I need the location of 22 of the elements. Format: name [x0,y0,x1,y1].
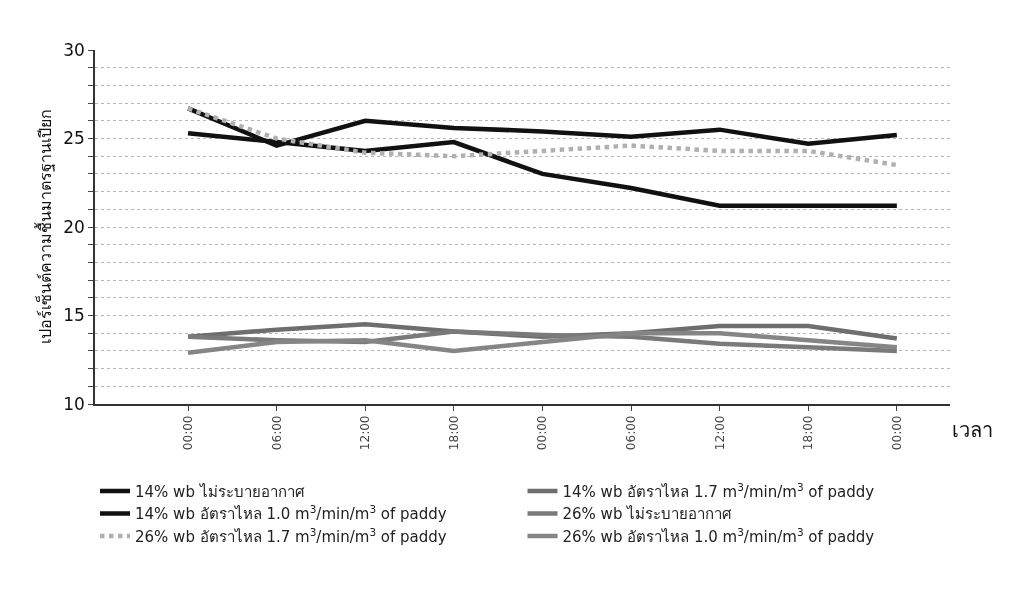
y-tick-label: 30 [63,39,85,60]
legend-label: 26% wb ไม่ระบายอากาศ [562,505,733,524]
x-tick-label: 06:00 [623,415,638,451]
legend-label: 26% wb อัตราไหล 1.0 m$^{3}$/min/m$^{3}$ of paddy [562,525,875,546]
y-tick-label: 25 [63,128,85,149]
y-axis-title: เปอร์เซ็นต์ความชื้นมาตรฐานเปียก [33,109,55,345]
legend-label: 26% wb อัตราไหล 1.7 m$^{3}$/min/m$^{3}$ of paddy [135,525,447,546]
x-tick-label: 00:00 [535,415,550,451]
x-tick-label: 18:00 [446,415,461,451]
x-tick-label: 12:00 [358,415,373,451]
x-tick-label: 18:00 [801,415,816,451]
y-tick-label: 10 [63,393,85,414]
y-tick-label: 20 [63,216,85,237]
y-tick-label: 15 [63,305,85,326]
x-tick-label: 12:00 [712,415,727,451]
x-axis-title: เวลา [952,418,993,442]
x-tick-label: 06:00 [269,415,284,451]
x-tick-label: 00:00 [180,415,195,451]
legend-label: 14% wb ไม่ระบายอากาศ [135,482,305,501]
x-tick-label: 00:00 [889,415,904,451]
legend-label: 14% wb อัตราไหล 1.7 m$^{3}$/min/m$^{3}$ of paddy [562,480,875,501]
legend-label: 14% wb อัตราไหล 1.0 m$^{3}$/min/m$^{3}$ of paddy [135,503,447,524]
